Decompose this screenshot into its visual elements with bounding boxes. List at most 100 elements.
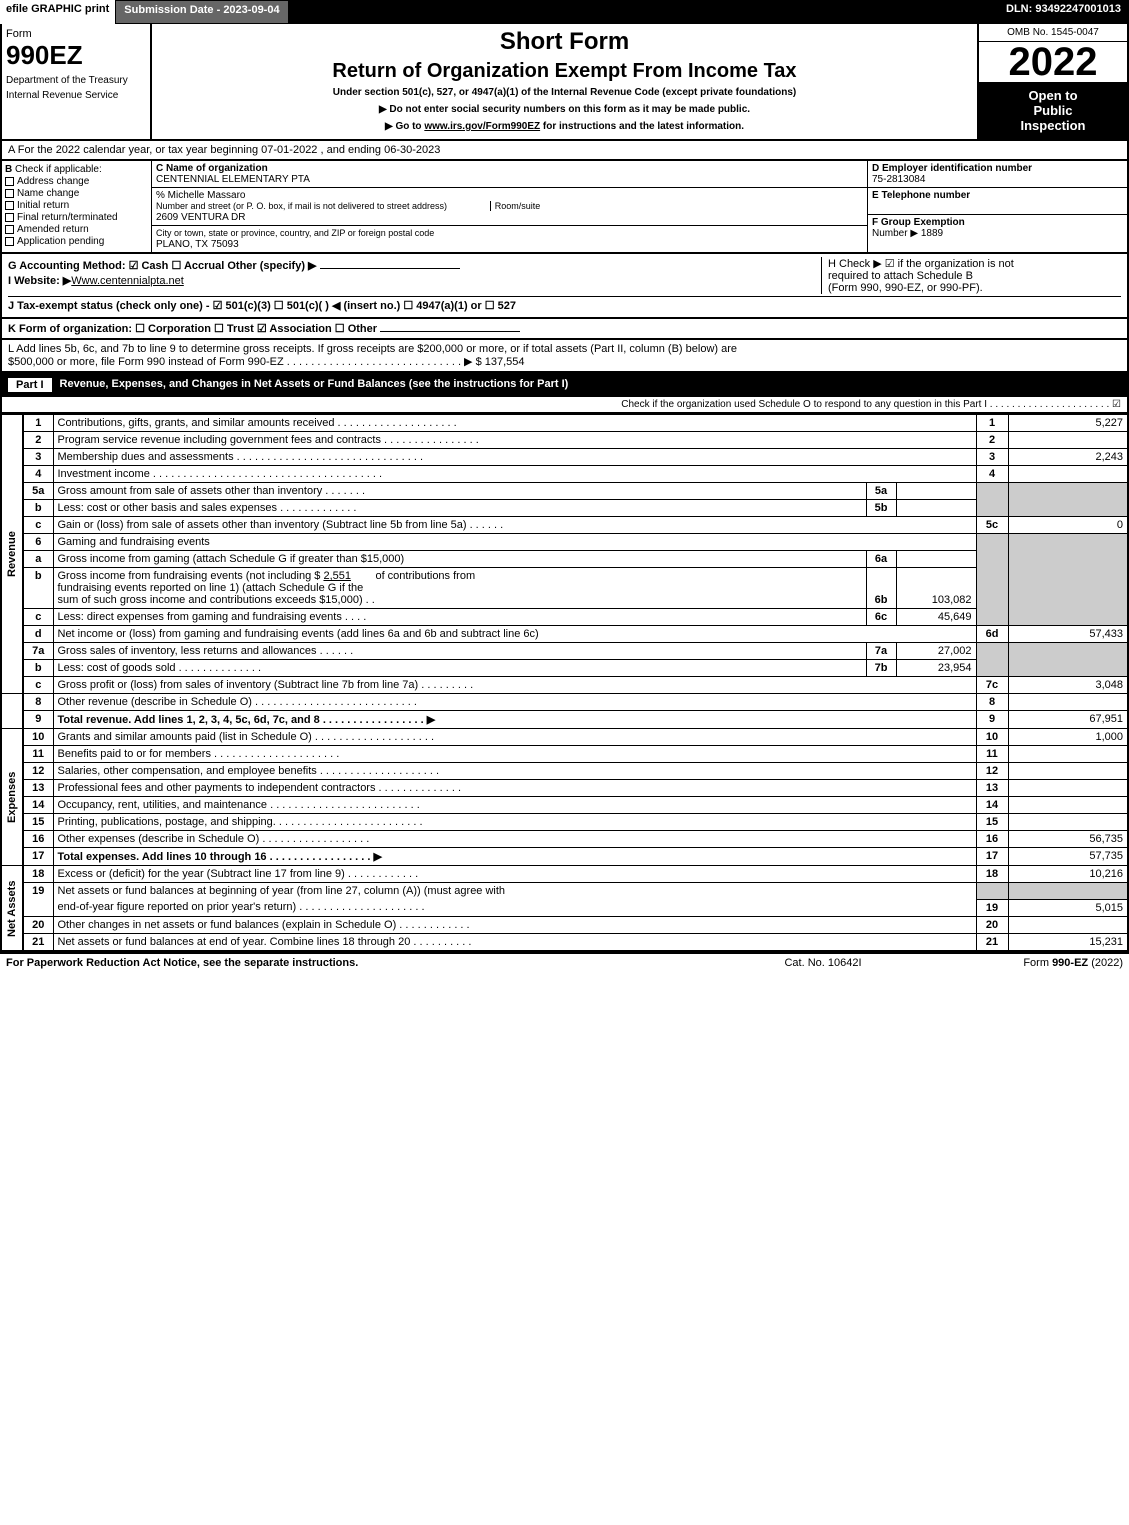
b-header: B [5, 164, 12, 175]
form-of-organization: K Form of organization: ☐ Corporation ☐ … [8, 323, 377, 335]
info-ghij: G Accounting Method: ☑ Cash ☐ Accrual Ot… [0, 254, 1129, 319]
l-line1: L Add lines 5b, 6c, and 7b to line 9 to … [8, 343, 1121, 355]
line-7c-desc: Gross profit or (loss) from sales of inv… [53, 677, 976, 694]
gray-19 [976, 883, 1008, 900]
line-5b-inner-num: 5b [866, 500, 896, 517]
line-15-value [1008, 814, 1128, 831]
line-8-value [1008, 694, 1128, 711]
form-label: Form [6, 28, 146, 40]
checkbox-initial-return[interactable] [5, 201, 14, 210]
line-6d-boxnum: 6d [976, 626, 1008, 643]
line-7b-num: b [23, 660, 53, 677]
dept-treasury: Department of the Treasury [6, 75, 146, 86]
line-5a-desc: Gross amount from sale of assets other t… [53, 483, 866, 500]
open-public-badge: Open to Public Inspection [979, 82, 1127, 139]
line-10-value: 1,000 [1008, 729, 1128, 746]
line-5a-inner-num: 5a [866, 483, 896, 500]
line-5c-value: 0 [1008, 517, 1128, 534]
checkbox-name-change[interactable] [5, 189, 14, 198]
line-6d-desc: Net income or (loss) from gaming and fun… [53, 626, 976, 643]
line-17-value: 57,735 [1008, 848, 1128, 866]
line-7c-boxnum: 7c [976, 677, 1008, 694]
opt-address-change: Address change [17, 176, 89, 187]
city-label: City or town, state or province, country… [156, 228, 434, 238]
line-10-num: 10 [23, 729, 53, 746]
phone-label: E Telephone number [872, 190, 970, 201]
info-l: L Add lines 5b, 6c, and 7b to line 9 to … [0, 340, 1129, 373]
line-18-boxnum: 18 [976, 866, 1008, 883]
line-20-num: 20 [23, 916, 53, 933]
page-footer: For Paperwork Reduction Act Notice, see … [0, 952, 1129, 972]
line-16-boxnum: 16 [976, 831, 1008, 848]
line-6c-inner-num: 6c [866, 609, 896, 626]
line-4-num: 4 [23, 466, 53, 483]
line-2-boxnum: 2 [976, 432, 1008, 449]
line-17-desc: Total expenses. Add lines 10 through 16 … [53, 848, 976, 866]
part-1-header: Part I Revenue, Expenses, and Changes in… [0, 373, 1129, 397]
open-line3: Inspection [983, 118, 1123, 133]
line-5c-num: c [23, 517, 53, 534]
line-2-num: 2 [23, 432, 53, 449]
info-k: K Form of organization: ☐ Corporation ☐ … [0, 319, 1129, 340]
irs-link[interactable]: www.irs.gov/Form990EZ [424, 121, 540, 132]
opt-initial-return: Initial return [17, 200, 69, 211]
line-14-boxnum: 14 [976, 797, 1008, 814]
line-5b-inner-val [896, 500, 976, 517]
line-11-boxnum: 11 [976, 746, 1008, 763]
line-7a-desc: Gross sales of inventory, less returns a… [53, 643, 866, 660]
line-13-value [1008, 780, 1128, 797]
checkbox-amended-return[interactable] [5, 225, 14, 234]
line-6c-inner-val: 45,649 [896, 609, 976, 626]
line-6c-num: c [23, 609, 53, 626]
column-c: C Name of organization CENTENNIAL ELEMEN… [152, 161, 867, 252]
line-11-num: 11 [23, 746, 53, 763]
line-6a-desc: Gross income from gaming (attach Schedul… [53, 551, 866, 568]
return-title: Return of Organization Exempt From Incom… [156, 60, 973, 83]
line-14-value [1008, 797, 1128, 814]
line-18-value: 10,216 [1008, 866, 1128, 883]
line-6d-num: d [23, 626, 53, 643]
line-5c-desc: Gain or (loss) from sale of assets other… [53, 517, 976, 534]
line-13-num: 13 [23, 780, 53, 797]
part-1-title: Revenue, Expenses, and Changes in Net As… [60, 378, 569, 392]
line-8-desc: Other revenue (describe in Schedule O) .… [53, 694, 976, 711]
gray-7ab-val [1008, 643, 1128, 677]
accounting-method: G Accounting Method: ☑ Cash ☐ Accrual Ot… [8, 260, 317, 272]
instruction-ssn: ▶ Do not enter social security numbers o… [156, 104, 973, 115]
submission-date: Submission Date - 2023-09-04 [115, 0, 288, 24]
line-19-desc1: Net assets or fund balances at beginning… [53, 883, 976, 900]
line-20-desc: Other changes in net assets or fund bala… [53, 916, 976, 933]
line-11-desc: Benefits paid to or for members . . . . … [53, 746, 976, 763]
line-3-value: 2,243 [1008, 449, 1128, 466]
line-7c-num: c [23, 677, 53, 694]
opt-application-pending: Application pending [17, 236, 104, 247]
checkbox-final-return[interactable] [5, 213, 14, 222]
gray-6abc-val [1008, 534, 1128, 626]
part-1-label: Part I [8, 378, 52, 392]
tax-year: 2022 [979, 42, 1127, 82]
line-8-num: 8 [23, 694, 53, 711]
column-b: B Check if applicable: Address change Na… [2, 161, 152, 252]
netassets-side-label: Net Assets [1, 866, 23, 951]
line-21-num: 21 [23, 933, 53, 951]
line-3-desc: Membership dues and assessments . . . . … [53, 449, 976, 466]
top-bar: efile GRAPHIC print Submission Date - 20… [0, 0, 1129, 24]
line-21-boxnum: 21 [976, 933, 1008, 951]
check-if-applicable: Check if applicable: [15, 164, 102, 175]
h-line3: (Form 990, 990-EZ, or 990-PF). [828, 282, 1121, 294]
efile-label[interactable]: efile GRAPHIC print [0, 0, 115, 24]
line-10-desc: Grants and similar amounts paid (list in… [53, 729, 976, 746]
line-1-desc: Contributions, gifts, grants, and simila… [53, 415, 976, 432]
line-7a-inner-val: 27,002 [896, 643, 976, 660]
line-12-boxnum: 12 [976, 763, 1008, 780]
revenue-expenses-table: Revenue 1 Contributions, gifts, grants, … [0, 414, 1129, 952]
line-6d-value: 57,433 [1008, 626, 1128, 643]
checkbox-application-pending[interactable] [5, 237, 14, 246]
checkbox-address-change[interactable] [5, 177, 14, 186]
line-7b-inner-val: 23,954 [896, 660, 976, 677]
gray-5ab [976, 483, 1008, 517]
form-number: 990EZ [6, 40, 146, 71]
line-15-boxnum: 15 [976, 814, 1008, 831]
website-value[interactable]: Www.centennialpta.net [71, 275, 184, 287]
org-name-value: CENTENNIAL ELEMENTARY PTA [156, 174, 310, 185]
